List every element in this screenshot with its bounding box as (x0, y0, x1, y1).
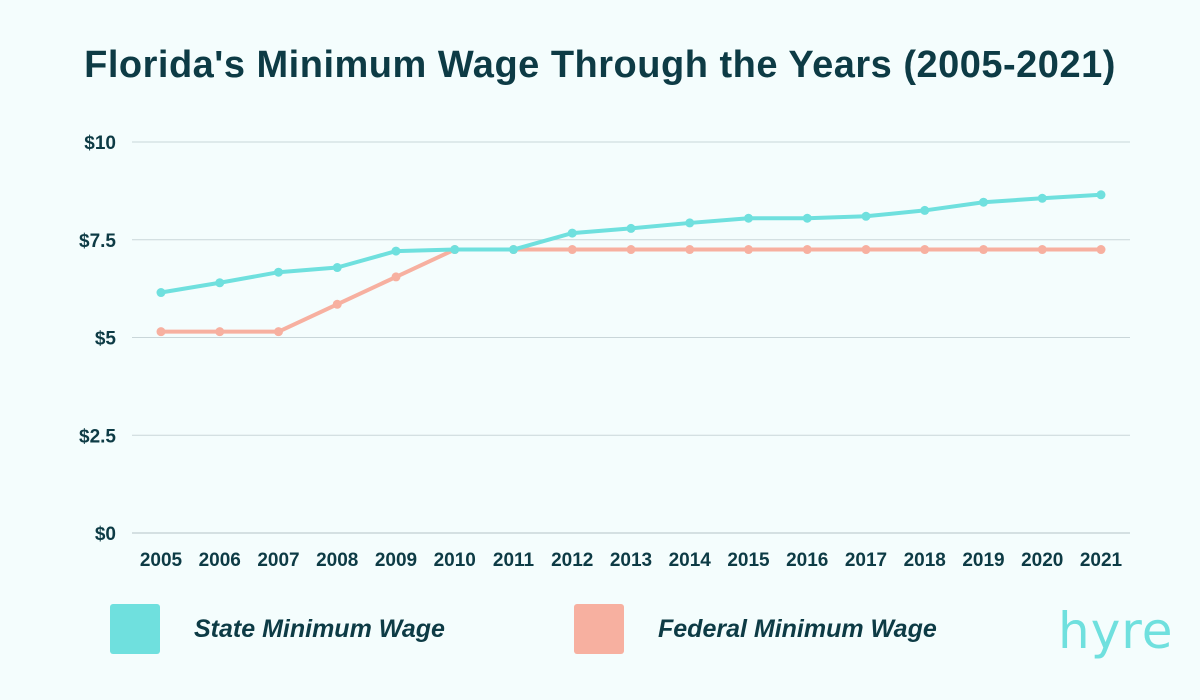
x-tick-label: 2006 (199, 550, 241, 571)
data-point-state (685, 218, 695, 228)
y-tick-label: $10 (84, 133, 116, 154)
x-tick-label: 2021 (1080, 550, 1123, 571)
y-tick-label: $7.5 (79, 231, 116, 252)
x-tick-label: 2020 (1021, 550, 1063, 571)
legend-state-label: State Minimum Wage (194, 614, 445, 643)
data-point-state (450, 245, 460, 255)
data-point-federal (391, 272, 401, 282)
y-tick-label: $0 (95, 524, 116, 545)
data-point-federal (1096, 245, 1106, 255)
legend-state-swatch (110, 604, 160, 654)
x-tick-label: 2005 (140, 550, 183, 571)
data-point-state (215, 278, 225, 288)
x-tick-label: 2007 (257, 550, 299, 571)
data-point-state (391, 246, 401, 256)
legend-federal: Federal Minimum Wage (574, 604, 937, 654)
chart-title: Florida's Minimum Wage Through the Years… (84, 44, 1116, 86)
data-point-federal (744, 245, 753, 255)
x-tick-label: 2009 (375, 550, 417, 571)
data-point-state (156, 288, 166, 298)
data-point-federal (215, 327, 225, 337)
x-tick-label: 2017 (845, 550, 887, 571)
data-point-federal (626, 245, 636, 255)
legend-federal-label: Federal Minimum Wage (658, 614, 937, 643)
data-point-federal (332, 299, 342, 309)
x-tick-label: 2013 (610, 550, 652, 571)
data-point-state (744, 213, 753, 223)
x-tick-label: 2015 (727, 550, 770, 571)
x-tick-label: 2016 (786, 550, 828, 571)
data-point-state (274, 267, 283, 277)
x-tick-label: 2018 (904, 550, 946, 571)
y-tick-label: $2.5 (79, 426, 116, 447)
data-point-state (509, 245, 518, 255)
series-line-federal (159, 247, 1103, 334)
data-point-federal (685, 245, 695, 255)
data-point-state (332, 263, 342, 273)
data-point-federal (567, 245, 577, 255)
data-point-federal (979, 245, 988, 255)
data-point-state (567, 228, 577, 238)
data-point-federal (920, 245, 930, 255)
data-point-state (802, 213, 812, 223)
data-point-federal (1037, 245, 1047, 255)
x-tick-label: 2019 (962, 550, 1004, 571)
data-point-state (626, 223, 636, 233)
data-point-state (979, 197, 988, 207)
data-point-state (861, 211, 871, 221)
data-point-federal (861, 245, 871, 255)
legend-state: State Minimum Wage (110, 604, 445, 654)
x-tick-label: 2011 (493, 550, 535, 571)
x-tick-label: 2012 (551, 550, 593, 571)
data-point-federal (802, 245, 812, 255)
hyre-logo: hyre (1058, 602, 1174, 660)
y-tick-label: $5 (95, 329, 117, 350)
x-tick-label: 2008 (316, 550, 358, 571)
series-line-state (159, 192, 1103, 295)
legend-federal-swatch (574, 604, 624, 654)
data-point-federal (274, 327, 283, 337)
x-tick-label: 2010 (434, 550, 476, 571)
x-tick-label: 2014 (669, 550, 712, 571)
data-point-federal (156, 327, 166, 337)
data-point-state (920, 205, 930, 215)
data-point-state (1037, 193, 1047, 203)
data-point-state (1096, 190, 1106, 200)
